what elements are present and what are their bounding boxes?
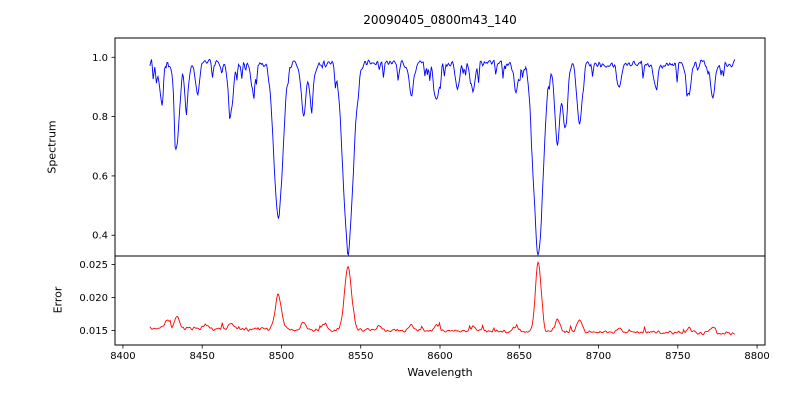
x-tick-label: 8600 <box>427 351 452 362</box>
x-tick-label: 8750 <box>665 351 690 362</box>
x-tick-label: 8700 <box>586 351 611 362</box>
y-tick-label: 0.6 <box>92 171 108 182</box>
spectrum-panel-border <box>114 37 766 257</box>
chart-title: 20090405_0800m43_140 <box>363 13 517 27</box>
x-tick-label: 8800 <box>744 351 769 362</box>
error-panel-border <box>114 255 766 346</box>
x-tick-label: 8450 <box>189 351 214 362</box>
spectrum-line <box>149 58 736 257</box>
y-tick-label: 0.020 <box>79 293 108 304</box>
y-tick-label: 1.0 <box>92 53 108 64</box>
y-tick-label: 0.8 <box>92 112 108 123</box>
x-tick-label: 8500 <box>269 351 294 362</box>
x-tick-label: 8400 <box>110 351 135 362</box>
y-tick-label: 0.025 <box>79 260 108 271</box>
y-tick-label: 0.4 <box>92 231 108 242</box>
x-tick-label: 8550 <box>348 351 373 362</box>
y-tick-label: 0.015 <box>79 326 108 337</box>
error-line <box>149 261 736 336</box>
x-tick-label: 8650 <box>507 351 532 362</box>
x-axis-label: Wavelength <box>407 366 473 379</box>
